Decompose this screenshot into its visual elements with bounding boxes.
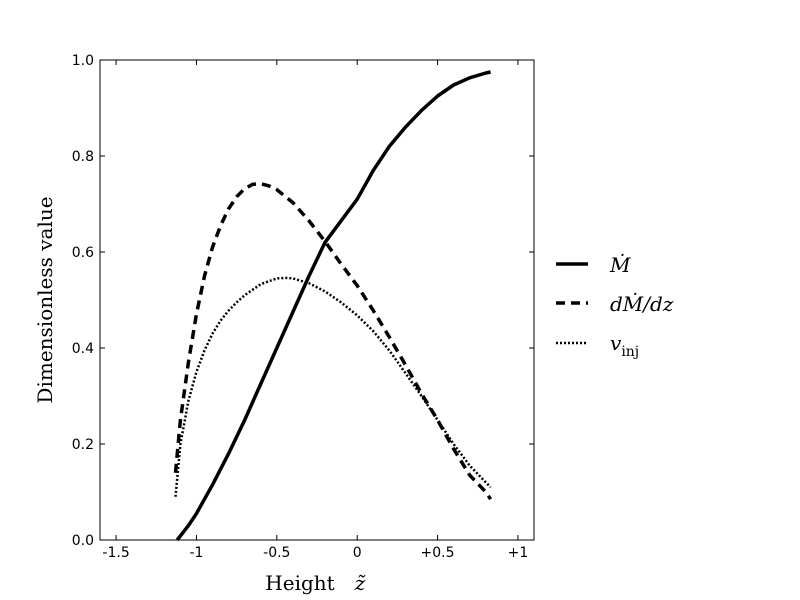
- legend-label-mdot: Ṁ: [609, 253, 631, 277]
- legend-label-dmdot-dz: dṀ/dz: [610, 292, 674, 316]
- x-axis-label: Height: [265, 571, 334, 595]
- x-tick-label: -1.5: [102, 545, 129, 561]
- x-tick-label: 0: [353, 545, 362, 561]
- x-axis-label-symbol: z̃: [354, 571, 366, 595]
- series-line-vinj: [174, 276, 492, 497]
- y-tick-label: 0.0: [72, 533, 94, 549]
- legend-label-vinj: vinj: [610, 331, 639, 360]
- x-tick-label: -1: [189, 545, 203, 561]
- legend-label-vinj-sub: inj: [621, 344, 639, 360]
- x-tick-label: +0.5: [421, 545, 455, 561]
- plot-area: [173, 70, 493, 542]
- series-line-mdot: [175, 70, 491, 542]
- y-tick-label: 1.0: [72, 53, 94, 69]
- x-tick-label: -0.5: [263, 545, 290, 561]
- y-tick-label: 0.4: [72, 341, 94, 357]
- legend: Ṁ dṀ/dz vinj: [556, 253, 674, 360]
- y-tick-label: 0.2: [72, 437, 94, 453]
- y-axis-label: Dimensionless value: [33, 196, 57, 403]
- legend-label-vinj-main: v: [610, 331, 622, 355]
- y-tick-label: 0.6: [72, 245, 94, 261]
- plot-frame: [99, 59, 535, 541]
- y-tick-label: 0.8: [72, 149, 94, 165]
- x-axis-ticks: -1.5 -1 -0.5 0 +0.5 +1: [102, 60, 528, 561]
- y-axis-ticks: 0.0 0.2 0.4 0.6 0.8 1.0: [72, 53, 534, 549]
- x-tick-label: +1: [508, 545, 529, 561]
- series-line-dmdot-dz: [173, 182, 493, 501]
